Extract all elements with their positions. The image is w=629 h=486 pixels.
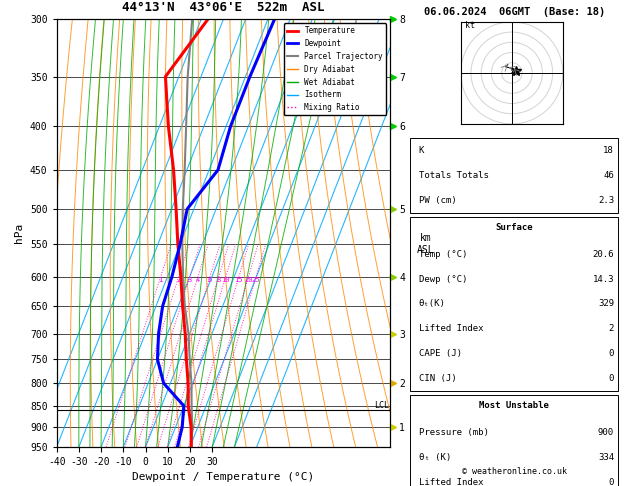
Text: 3: 3	[187, 277, 192, 283]
Text: K: K	[419, 146, 424, 155]
Text: 900: 900	[598, 428, 614, 437]
Text: θₜ(K): θₜ(K)	[419, 299, 445, 309]
Bar	[410, 217, 618, 391]
Text: 20: 20	[244, 277, 253, 283]
Text: 0: 0	[609, 374, 614, 383]
Text: Most Unstable: Most Unstable	[479, 401, 549, 410]
Text: LCL: LCL	[374, 401, 389, 410]
Text: Surface: Surface	[496, 223, 533, 232]
Text: 15: 15	[235, 277, 243, 283]
Text: 14.3: 14.3	[593, 275, 614, 284]
Text: θₜ (K): θₜ (K)	[419, 453, 451, 462]
Text: 2: 2	[177, 277, 181, 283]
Text: 8: 8	[216, 277, 221, 283]
Text: Totals Totals: Totals Totals	[419, 171, 489, 180]
Text: PW (cm): PW (cm)	[419, 196, 457, 205]
Text: 18: 18	[603, 146, 614, 155]
Text: 2.3: 2.3	[598, 196, 614, 205]
Text: 4: 4	[196, 277, 200, 283]
Text: kt: kt	[465, 21, 475, 30]
Text: CAPE (J): CAPE (J)	[419, 349, 462, 358]
Text: Dewp (°C): Dewp (°C)	[419, 275, 467, 284]
X-axis label: Dewpoint / Temperature (°C): Dewpoint / Temperature (°C)	[132, 472, 314, 483]
Text: Pressure (mb): Pressure (mb)	[419, 428, 489, 437]
Text: 0: 0	[609, 478, 614, 486]
Text: 329: 329	[598, 299, 614, 309]
Text: Temp (°C): Temp (°C)	[419, 250, 467, 259]
Text: 1: 1	[159, 277, 163, 283]
Text: 10: 10	[221, 277, 230, 283]
Text: © weatheronline.co.uk: © weatheronline.co.uk	[462, 468, 567, 476]
Title: 44°13'N  43°06'E  522m  ASL: 44°13'N 43°06'E 522m ASL	[122, 1, 325, 14]
Legend: Temperature, Dewpoint, Parcel Trajectory, Dry Adiabat, Wet Adiabat, Isotherm, Mi: Temperature, Dewpoint, Parcel Trajectory…	[284, 23, 386, 115]
Bar	[410, 396, 618, 486]
Text: Lifted Index: Lifted Index	[419, 478, 483, 486]
Y-axis label: hPa: hPa	[14, 223, 25, 243]
Text: CIN (J): CIN (J)	[419, 374, 457, 383]
Text: 2: 2	[609, 324, 614, 333]
Text: 6: 6	[208, 277, 212, 283]
Bar	[410, 138, 618, 212]
Y-axis label: km
ASL: km ASL	[417, 233, 435, 255]
Text: 25: 25	[252, 277, 260, 283]
Text: 0: 0	[609, 349, 614, 358]
Text: 06.06.2024  06GMT  (Base: 18): 06.06.2024 06GMT (Base: 18)	[423, 7, 605, 17]
Text: 46: 46	[603, 171, 614, 180]
Text: 20.6: 20.6	[593, 250, 614, 259]
Text: 334: 334	[598, 453, 614, 462]
Text: Lifted Index: Lifted Index	[419, 324, 483, 333]
